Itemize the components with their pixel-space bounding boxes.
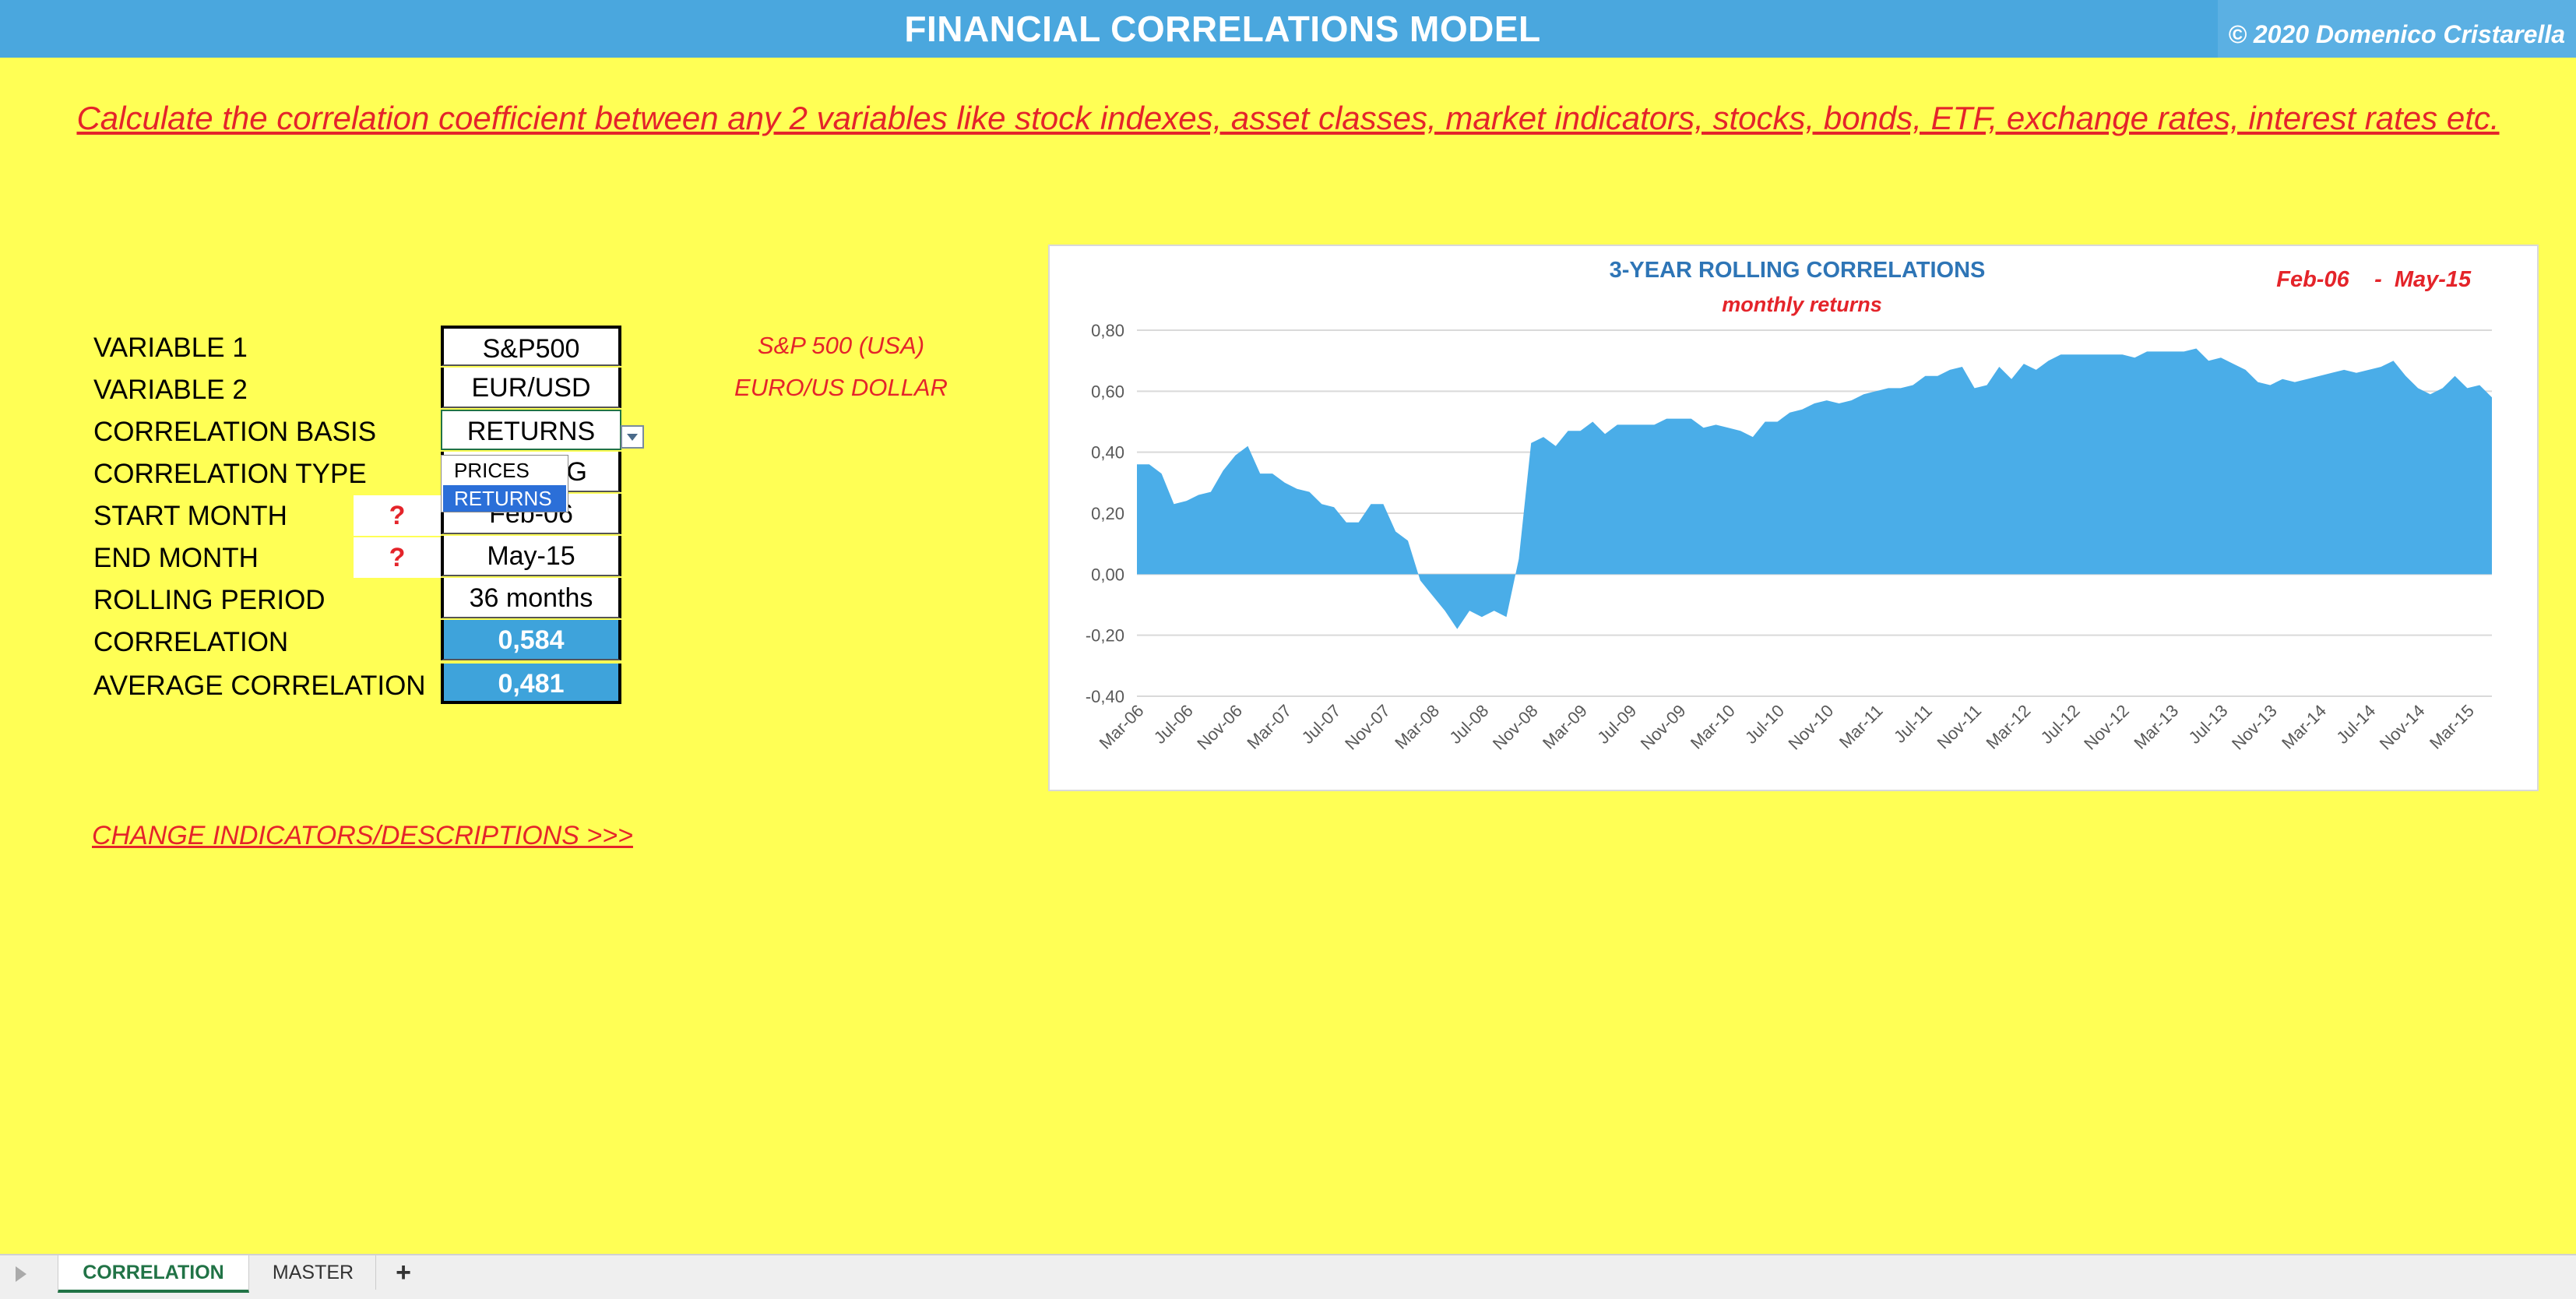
x-tick-label: Jul-07 [1298,701,1345,748]
add-sheet-button[interactable]: + [396,1258,411,1287]
variable-2-description: EURO/US DOLLAR [734,374,948,401]
copyright-notice: © 2020 Domenico Cristarella [2218,0,2576,58]
x-tick-label: Nov-10 [1785,701,1838,754]
x-tick-label: Mar-11 [1835,701,1887,752]
help-start-month-icon[interactable]: ? [389,501,406,530]
x-tick-label: Jul-09 [1593,701,1640,748]
chart-title: 3-YEAR ROLLING CORRELATIONS [1610,258,1986,283]
y-tick-label: -0,20 [1086,626,1124,646]
label-end-month: END MONTH [93,543,259,573]
y-tick-label: 0,60 [1091,382,1124,401]
x-tick-label: Mar-12 [1982,701,2034,753]
page-title: FINANCIAL CORRELATIONS MODEL [904,9,1541,49]
variable-1-cell[interactable]: S&P500 [441,326,621,366]
x-tick-label: Mar-09 [1539,701,1591,753]
x-tick-label: Mar-13 [2130,701,2182,753]
chart-subtitle: monthly returns [1722,293,1882,316]
end-month-cell[interactable]: May-15 [441,536,621,576]
x-tick-label: Jul-06 [1150,701,1197,748]
label-start-month: START MONTH [93,501,287,531]
x-tick-label: Mar-10 [1687,701,1739,753]
x-tick-label: Nov-14 [2376,701,2429,754]
label-variable-1: VARIABLE 1 [93,333,248,363]
chart-range-end: May-15 [2395,267,2472,292]
x-tick-label: Nov-07 [1341,701,1394,754]
y-tick-label: 0,80 [1091,321,1124,340]
correlation-value-cell: 0,584 [441,620,621,660]
correlation-basis-cell[interactable]: RETURNS [441,410,621,450]
tab-scroll-icon[interactable] [16,1266,26,1282]
x-tick-label: Mar-14 [2278,701,2330,753]
tab-master[interactable]: MASTER [251,1255,376,1290]
average-correlation-value-cell: 0,481 [441,664,621,704]
x-tick-label: Nov-11 [1933,701,1985,753]
variable-2-cell[interactable]: EUR/USD [441,368,621,408]
help-cell-start [354,495,441,536]
label-rolling-period: ROLLING PERIOD [93,585,326,615]
tagline: Calculate the correlation coefficient be… [76,100,2500,136]
x-tick-label: Nov-12 [2080,701,2133,754]
label-correlation-basis: CORRELATION BASIS [93,417,377,447]
x-tick-label: Nov-06 [1193,701,1246,754]
label-average-correlation: AVERAGE CORRELATION [93,671,426,701]
y-tick-label: 0,40 [1091,443,1124,463]
rolling-period-cell[interactable]: 36 months [441,578,621,618]
y-tick-label: 0,00 [1091,565,1124,584]
x-tick-label: Mar-06 [1096,701,1148,753]
help-cell-end [354,537,441,578]
x-tick-label: Jul-11 [1890,701,1936,747]
correlation-area-series [1137,348,2492,629]
change-indicators-link[interactable]: CHANGE INDICATORS/DESCRIPTIONS >>> [92,821,633,850]
y-tick-label: -0,40 [1086,687,1124,706]
x-tick-label: Jul-14 [2332,701,2379,748]
chart-svg: -0,40-0,200,000,200,400,600,80 Mar-06 Jul… [1086,258,2492,754]
label-correlation: CORRELATION [93,627,289,657]
x-tick-label: Nov-09 [1637,701,1690,754]
tab-correlation[interactable]: CORRELATION [58,1255,249,1293]
sheet-tab-bar: CORRELATION MASTER + [0,1254,2576,1299]
x-tick-label: Jul-08 [1445,701,1492,748]
x-tick-label: Jul-10 [1741,701,1788,748]
chart-range-start: Feb-06 [2276,267,2349,292]
x-tick-label: Mar-15 [2426,701,2478,753]
x-tick-label: Mar-07 [1243,701,1295,753]
x-tick-label: Nov-13 [2228,701,2281,754]
label-correlation-type: CORRELATION TYPE [93,459,367,489]
chart-range-separator: - [2374,267,2382,292]
rolling-correlation-chart: -0,40 -0,20 0,00 0,20 0,40 0,60 0,80 Mar-06 Jul… [1048,245,2539,791]
x-tick-label: Jul-12 [2037,701,2084,748]
y-tick-label: 0,20 [1091,504,1124,523]
x-tick-label: Nov-08 [1489,701,1542,754]
dropdown-arrow-icon[interactable] [621,425,644,449]
help-end-month-icon[interactable]: ? [389,543,406,572]
variable-1-description: S&P 500 (USA) [757,332,925,359]
x-tick-label: Jul-13 [2184,701,2231,748]
x-tick-label: Mar-08 [1391,701,1443,753]
dropdown-option-returns[interactable]: RETURNS [443,485,566,512]
correlation-basis-dropdown-list: PRICES RETURNS [441,455,568,512]
title-bar [0,0,2576,58]
label-variable-2: VARIABLE 2 [93,375,248,405]
dropdown-option-prices[interactable]: PRICES [454,459,530,482]
